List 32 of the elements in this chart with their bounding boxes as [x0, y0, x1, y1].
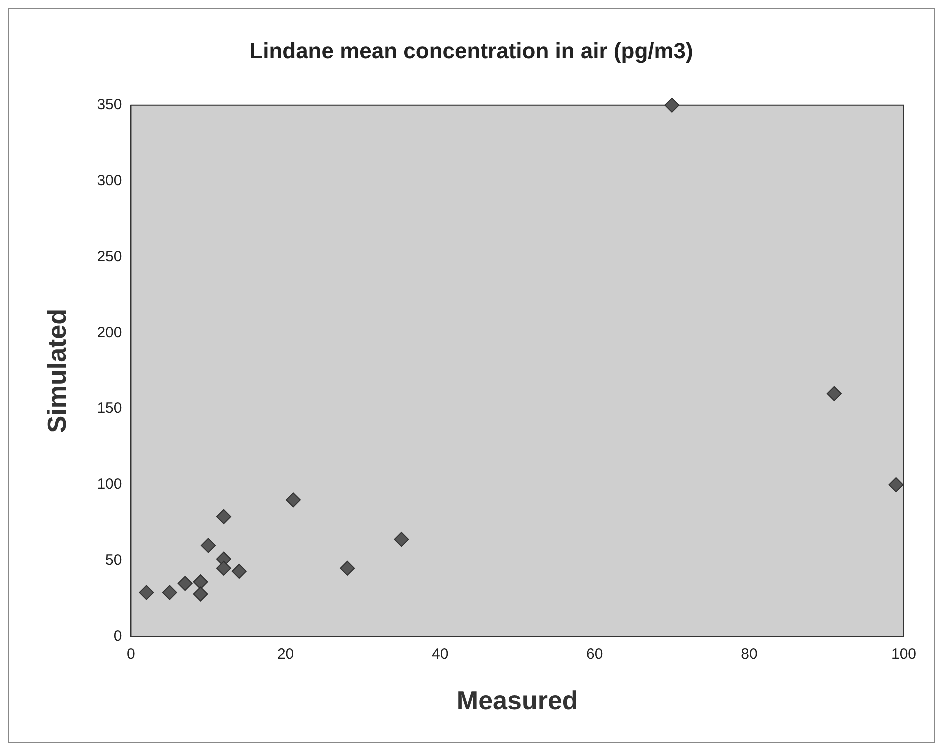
x-axis-title: Measured — [456, 686, 578, 716]
point — [232, 564, 247, 580]
y-tick-label: 350 — [97, 96, 122, 114]
point — [286, 492, 302, 508]
y-tick-label: 300 — [97, 172, 122, 190]
x-tick-label: 20 — [277, 646, 294, 663]
point — [340, 560, 356, 576]
chart-title: Lindane mean concentration in air (pg/m3) — [250, 38, 694, 64]
point — [216, 560, 232, 576]
point — [216, 509, 232, 524]
y-tick-label: 100 — [97, 476, 122, 494]
y-tick-label: 250 — [97, 248, 122, 266]
x-tick-label: 100 — [891, 646, 917, 663]
y-tick-label: 0 — [114, 628, 122, 645]
y-tick-label: 50 — [106, 552, 122, 570]
point — [139, 585, 154, 600]
point — [664, 98, 680, 113]
point — [178, 576, 193, 592]
x-tick-label: 60 — [586, 646, 604, 663]
point — [193, 586, 208, 602]
y-tick-label: 150 — [97, 400, 122, 418]
y-axis-title: Simulated — [42, 308, 72, 434]
point — [201, 538, 216, 554]
x-tick-label: 0 — [127, 646, 136, 663]
x-tick-label: 80 — [741, 646, 758, 663]
x-tick-label: 40 — [432, 646, 449, 663]
point — [394, 532, 410, 548]
point — [193, 574, 208, 590]
y-tick-label: 200 — [97, 324, 122, 342]
point — [826, 386, 842, 402]
point — [888, 477, 904, 492]
point — [162, 585, 178, 600]
